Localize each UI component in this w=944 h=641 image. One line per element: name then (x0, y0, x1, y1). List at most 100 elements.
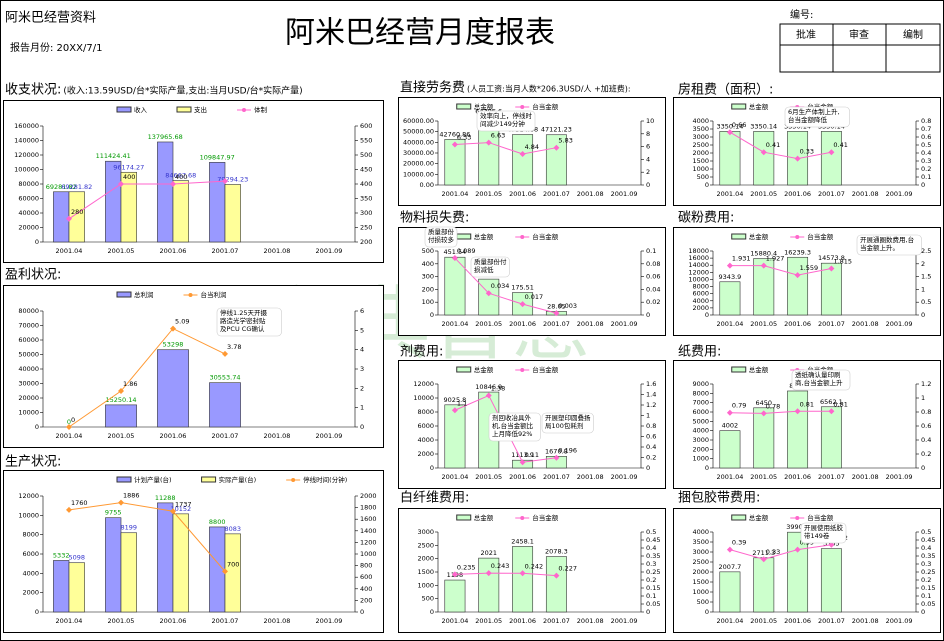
y2-tick-label: 0.45 (921, 536, 935, 544)
bar (157, 349, 189, 428)
bar (105, 517, 122, 613)
legend-label: 计划产量(台) (134, 475, 172, 484)
value-label: 1.38 (491, 385, 505, 393)
y2-tick-label: 1800 (360, 504, 377, 512)
y-tick-label: 70000 (18, 322, 39, 330)
legend-marker (520, 368, 525, 372)
y-tick-label: 12000 (18, 492, 39, 500)
legend-label: 总金额 (749, 513, 769, 522)
y-tick-label: 12000 (688, 268, 709, 276)
y-tick-label: 300 (422, 273, 434, 281)
y-tick-label: 50000 (18, 351, 39, 359)
y-tick-label: 140000 (14, 137, 39, 145)
value-label: 69281.82 (61, 183, 92, 191)
annotation: 损减低 (474, 265, 494, 274)
y-tick-label: 1500 (417, 568, 434, 576)
x-tick-label: 2001.06 (784, 320, 811, 328)
annotation-box (791, 369, 851, 391)
line-series (68, 180, 226, 220)
y2-tick-label: 0.06 (646, 273, 660, 281)
y-tick-label: 8000 (692, 389, 709, 397)
legend-label: 台当金额 (807, 102, 834, 111)
x-tick-label: 2001.06 (784, 190, 811, 198)
company: 阿米巴经营资料 (5, 11, 96, 26)
bar (820, 131, 842, 186)
legend-label: 总金额 (474, 232, 494, 241)
legend-label: 台当金额 (532, 513, 559, 522)
x-tick-label: 2001.07 (212, 247, 239, 255)
y2-tick-label: 0.45 (646, 536, 660, 544)
y-tick-label: 60000.00 (403, 117, 434, 125)
x-tick-label: 2001.08 (577, 190, 604, 198)
x-tick-label: 2001.09 (886, 320, 913, 328)
section-title: 剂费用: (400, 345, 443, 360)
value-label: 2458.1 (511, 537, 534, 545)
value-label: 16239.3 (784, 248, 811, 256)
y2-tick-label: 350 (360, 195, 372, 203)
legend-label: 台当金额 (532, 102, 559, 111)
approval-table (779, 23, 941, 73)
bar (444, 404, 466, 469)
approval-cell: 审查 (849, 28, 869, 41)
y-tick-label: 500 (422, 247, 434, 255)
y-tick-label: 0 (705, 464, 709, 472)
bar (172, 180, 189, 243)
bar (787, 390, 809, 469)
legend-label: 台当利润 (201, 290, 227, 299)
y-tick-label: 60000 (18, 336, 39, 344)
x-tick-label: 2001.08 (577, 617, 604, 625)
line-marker (485, 570, 492, 577)
x-tick-label: 2001.07 (543, 190, 570, 198)
annotation: 剂回收冶具外 (492, 413, 532, 422)
y-tick-label: 5000 (692, 417, 709, 425)
x-tick-label: 2001.04 (441, 473, 468, 481)
y-tick-label: 0 (705, 608, 709, 616)
line-marker (66, 424, 72, 430)
value-label: 0.81 (833, 400, 847, 408)
value-label: 137965.68 (148, 133, 183, 141)
y2-tick-label: 2 (921, 260, 925, 268)
y2-tick-label: 10 (646, 117, 654, 125)
value-label: 280 (71, 208, 83, 216)
y2-tick-label: 0.2 (646, 454, 656, 462)
x-tick-label: 2001.05 (750, 473, 777, 481)
line-series (729, 410, 832, 414)
legend-marker (291, 478, 296, 482)
y2-tick-label: 1000 (360, 550, 377, 558)
y2-tick-label: 5 (360, 326, 364, 334)
line-marker (760, 262, 767, 269)
y-tick-label: 9000 (692, 380, 709, 388)
y-tick-label: 0 (705, 311, 709, 319)
x-tick-label: 2001.09 (611, 190, 638, 198)
value-label: 28.05 (547, 302, 566, 310)
y2-tick-label: 800 (360, 562, 372, 570)
y-tick-label: 6000 (692, 408, 709, 416)
legend-swatch (176, 106, 192, 113)
report-month: 报告月份: 20XX/7/1 (10, 41, 102, 54)
value-label: 2078.3 (545, 548, 568, 556)
line-marker (118, 181, 124, 187)
line-marker (118, 388, 124, 395)
legend-marker (520, 235, 525, 239)
bar (209, 526, 226, 613)
value-label: 0.39 (732, 539, 746, 547)
bar (512, 546, 534, 613)
legend-swatch (201, 476, 217, 483)
value-label: 4.84 (525, 143, 539, 151)
annotation-box (470, 256, 510, 278)
x-tick-label: 2001.04 (716, 617, 743, 625)
annotation: 质量部份 (428, 227, 455, 236)
y2-tick-label: 0 (921, 181, 925, 189)
y2-tick-label: 200 (360, 238, 372, 246)
y2-tick-label: 0 (921, 608, 925, 616)
value-label: 0.235 (457, 563, 476, 571)
y2-tick-label: 2 (646, 168, 650, 176)
y2-tick-label: 0.2 (921, 450, 931, 458)
line-marker (726, 546, 733, 553)
y2-tick-label: 600 (360, 573, 372, 581)
line-marker (118, 499, 124, 506)
annotation: 效率向上，停线时 (480, 111, 533, 120)
x-tick-label: 2001.05 (475, 320, 502, 328)
y-tick-label: 4000 (417, 436, 434, 444)
value-label: 0.33 (800, 148, 814, 156)
